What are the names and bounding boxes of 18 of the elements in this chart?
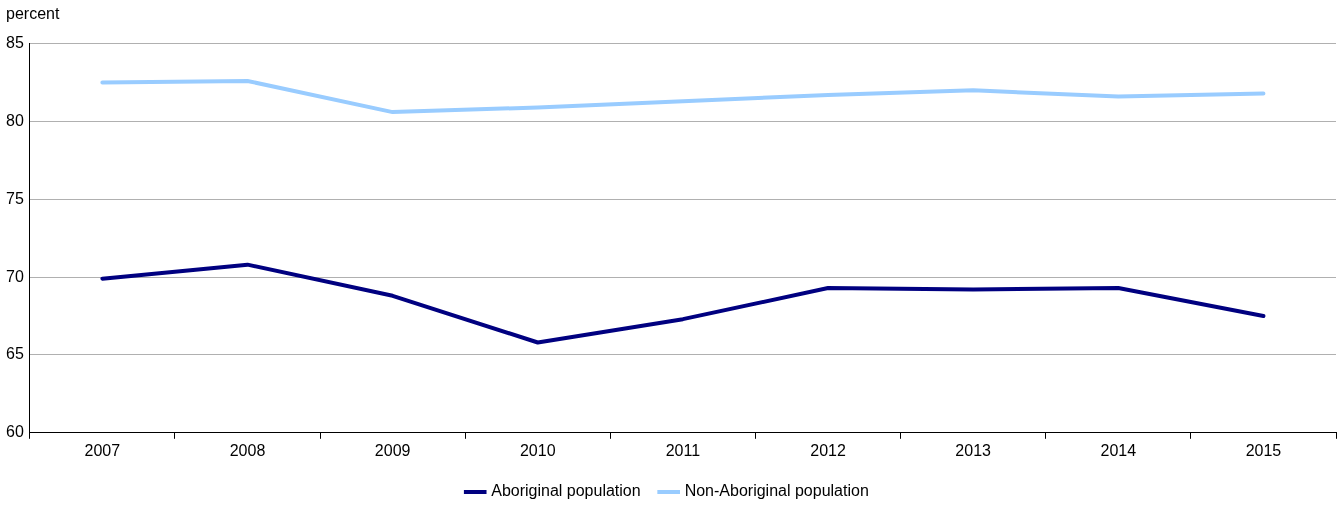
y-axis-title: percent (5, 4, 61, 24)
x-tick-label: 2011 (665, 441, 701, 459)
x-tick-label: 2013 (955, 441, 992, 459)
y-tick-label: 80 (6, 111, 24, 129)
y-tick-label: 65 (6, 345, 24, 363)
x-tick-label: 2015 (1245, 441, 1282, 459)
legend-label: Aboriginal population (491, 482, 641, 500)
y-tick-label: 75 (6, 189, 24, 207)
x-tick-label: 2008 (229, 441, 266, 459)
x-tick-label: 2014 (1100, 441, 1137, 459)
legend-label: Non-Aboriginal population (684, 482, 869, 500)
x-tick-label: 2010 (519, 441, 556, 459)
y-tick-label: 70 (6, 267, 24, 285)
x-tick-label: 2009 (374, 441, 411, 459)
x-tick-label: 2007 (84, 441, 121, 459)
y-tick-label: 85 (6, 34, 24, 52)
y-tick-label: 60 (6, 423, 24, 441)
x-tick-label: 2012 (810, 441, 846, 459)
